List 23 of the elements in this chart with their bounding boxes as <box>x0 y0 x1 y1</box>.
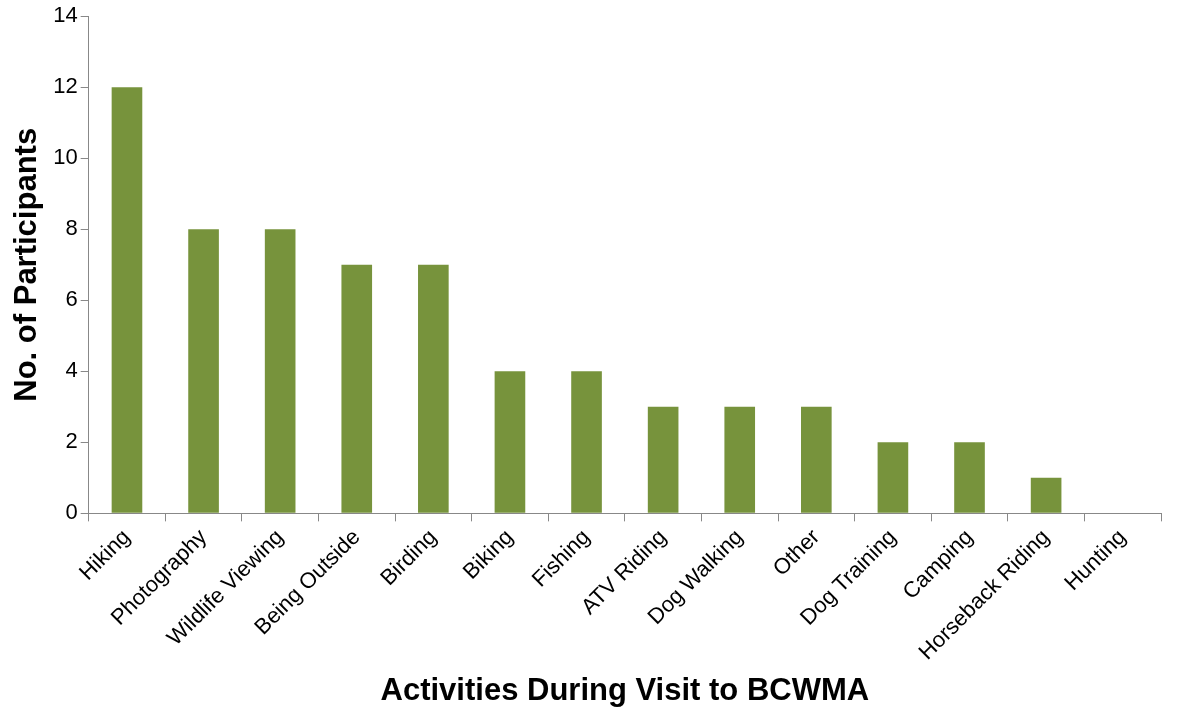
y-tick-label: 2 <box>65 428 78 454</box>
bar <box>801 406 832 513</box>
bar <box>418 264 449 513</box>
y-axis-title: No. of Participants <box>8 127 44 402</box>
bar <box>188 229 219 513</box>
y-tick-label: 0 <box>65 499 78 525</box>
bar <box>494 371 526 513</box>
bar <box>724 406 756 513</box>
bar <box>111 87 143 513</box>
y-tick-label: 12 <box>53 73 78 99</box>
bar <box>647 406 679 513</box>
bar <box>954 442 985 513</box>
y-tick-label: 4 <box>65 357 78 383</box>
bar <box>877 442 909 513</box>
bar <box>1030 477 1062 513</box>
x-axis-title: Activities During Visit to BCWMA <box>380 671 870 707</box>
bar <box>571 371 602 513</box>
bar <box>341 264 373 513</box>
bar <box>264 229 296 513</box>
y-tick-label: 6 <box>65 286 78 312</box>
y-tick-label: 10 <box>53 144 78 170</box>
y-tick-label: 14 <box>53 2 78 28</box>
y-tick-label: 8 <box>65 215 78 241</box>
